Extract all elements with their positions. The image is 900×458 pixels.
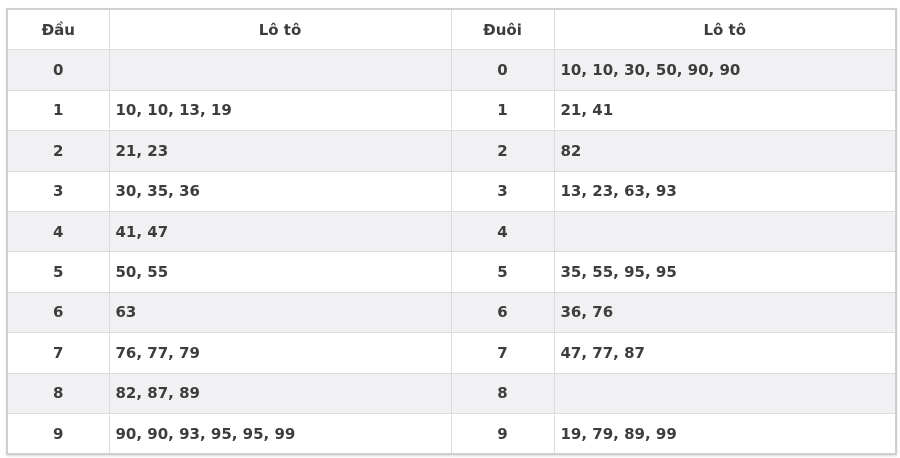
- dau-loto-cell: 10, 10, 13, 19: [109, 90, 452, 132]
- dau-loto-cell: 90, 90, 93, 95, 95, 99: [109, 413, 452, 455]
- header-dau: Đầu: [7, 9, 110, 51]
- dau-loto-cell: 63: [109, 292, 452, 334]
- dau-cell: 4: [7, 211, 110, 253]
- duoi-cell: 7: [451, 332, 555, 374]
- duoi-loto-cell: 19, 79, 89, 99: [554, 413, 897, 455]
- header-duoi-loto: Lô tô: [554, 9, 897, 51]
- dau-cell: 3: [7, 171, 110, 212]
- table-row: 7 76, 77, 79 7 47, 77, 87: [7, 332, 897, 374]
- duoi-loto-cell: 35, 55, 95, 95: [554, 251, 897, 293]
- dau-cell: 2: [7, 130, 110, 172]
- duoi-cell: 9: [451, 413, 555, 455]
- duoi-loto-cell: [554, 373, 897, 414]
- duoi-cell: 6: [451, 292, 555, 334]
- dau-cell: 9: [7, 413, 110, 455]
- duoi-cell: 4: [451, 211, 555, 253]
- header-dau-loto: Lô tô: [109, 9, 452, 51]
- duoi-cell: 0: [451, 49, 555, 91]
- dau-cell: 8: [7, 373, 110, 414]
- header-duoi: Đuôi: [451, 9, 555, 51]
- dau-loto-cell: 30, 35, 36: [109, 171, 452, 212]
- dau-loto-cell: 76, 77, 79: [109, 332, 452, 374]
- duoi-loto-cell: [554, 211, 897, 253]
- dau-cell: 7: [7, 332, 110, 374]
- dau-loto-cell: 41, 47: [109, 211, 452, 253]
- table-row: 9 90, 90, 93, 95, 95, 99 9 19, 79, 89, 99: [7, 413, 897, 455]
- table-row: 4 41, 47 4: [7, 211, 897, 253]
- duoi-loto-cell: 10, 10, 30, 50, 90, 90: [554, 49, 897, 91]
- dau-cell: 0: [7, 49, 110, 91]
- duoi-cell: 8: [451, 373, 555, 414]
- dau-cell: 5: [7, 251, 110, 293]
- table-row: 0 0 10, 10, 30, 50, 90, 90: [7, 49, 897, 91]
- duoi-cell: 5: [451, 251, 555, 293]
- duoi-loto-cell: 36, 76: [554, 292, 897, 334]
- dau-loto-cell: [109, 49, 452, 91]
- header-row: Đầu Lô tô Đuôi Lô tô: [7, 9, 897, 51]
- dau-cell: 6: [7, 292, 110, 334]
- duoi-loto-cell: 13, 23, 63, 93: [554, 171, 897, 212]
- table-row: 3 30, 35, 36 3 13, 23, 63, 93: [7, 171, 897, 212]
- dau-loto-cell: 82, 87, 89: [109, 373, 452, 414]
- duoi-loto-cell: 47, 77, 87: [554, 332, 897, 374]
- dau-loto-cell: 50, 55: [109, 251, 452, 293]
- loto-table: Đầu Lô tô Đuôi Lô tô 0 0 10, 10, 30, 50, 9…: [6, 8, 897, 456]
- duoi-loto-cell: 21, 41: [554, 90, 897, 132]
- duoi-loto-cell: 82: [554, 130, 897, 172]
- table-row: 1 10, 10, 13, 19 1 21, 41: [7, 90, 897, 132]
- duoi-cell: 3: [451, 171, 555, 212]
- duoi-cell: 2: [451, 130, 555, 172]
- table-row: 6 63 6 36, 76: [7, 292, 897, 334]
- duoi-cell: 1: [451, 90, 555, 132]
- table-row: 2 21, 23 2 82: [7, 130, 897, 172]
- dau-loto-cell: 21, 23: [109, 130, 452, 172]
- dau-cell: 1: [7, 90, 110, 132]
- table-row: 5 50, 55 5 35, 55, 95, 95: [7, 251, 897, 293]
- table-row: 8 82, 87, 89 8: [7, 373, 897, 414]
